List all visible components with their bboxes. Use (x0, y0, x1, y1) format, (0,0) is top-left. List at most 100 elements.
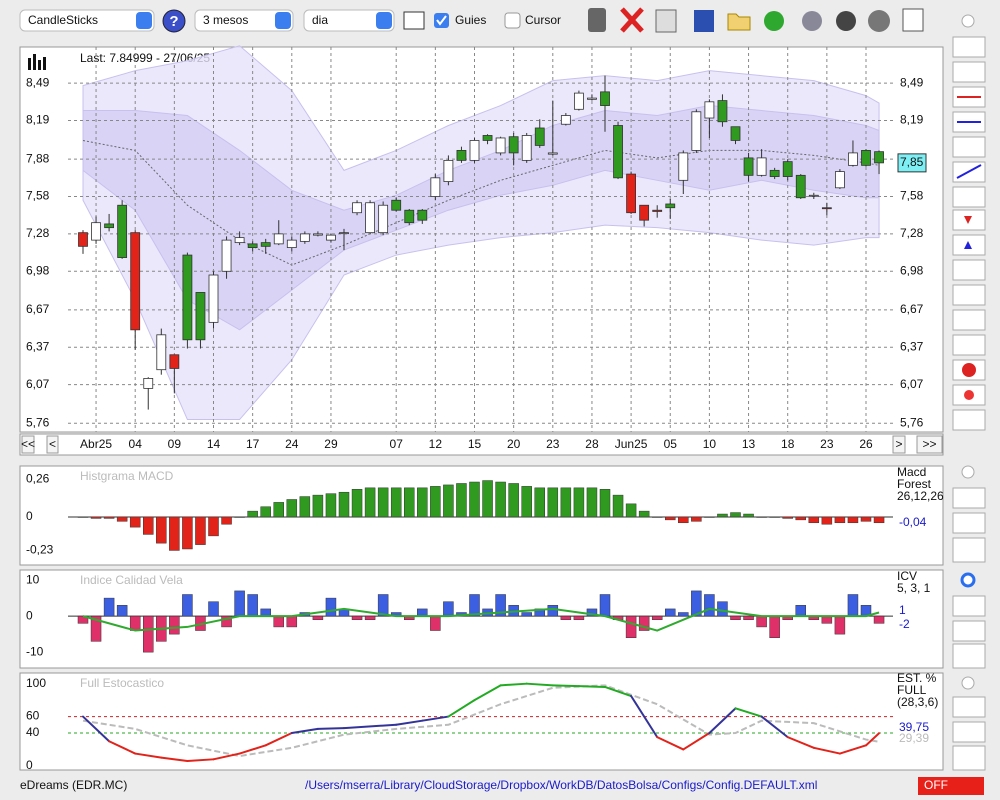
x-tick-label: 12 (429, 437, 443, 451)
candle-body (874, 151, 884, 164)
panel-tool[interactable] (952, 512, 986, 534)
panel-tool[interactable] (952, 620, 986, 642)
calendar-icon[interactable] (902, 8, 924, 32)
chart-type-select[interactable] (19, 9, 155, 32)
bar (364, 487, 376, 518)
icv-legend: ICV (897, 569, 917, 583)
radio-stoch[interactable] (961, 676, 975, 690)
symbol-text: eDreams (EDR.MC) (20, 778, 127, 792)
bar (638, 615, 650, 631)
window-icon[interactable] (403, 11, 425, 30)
stoch-k-segment (630, 695, 659, 739)
nav-button[interactable] (21, 435, 35, 454)
refresh-icon[interactable] (764, 11, 784, 31)
period-select[interactable] (194, 9, 294, 32)
signal-line (82, 607, 880, 632)
candle-body (808, 194, 819, 197)
macd-last: -0,04 (899, 515, 927, 529)
percent-tool[interactable] (952, 334, 986, 356)
bar (860, 516, 872, 522)
radio-macd[interactable] (961, 465, 975, 479)
candle-body (600, 91, 610, 106)
fib-tool[interactable] (952, 186, 986, 208)
bar (390, 487, 402, 518)
candle-body (626, 173, 636, 214)
clear-icon[interactable] (655, 9, 677, 33)
y-tick-label: 7,28 (26, 226, 50, 240)
candle-body (795, 174, 806, 199)
nav-button[interactable] (46, 435, 59, 454)
bar (573, 487, 585, 518)
nav-label: << (21, 437, 35, 451)
bar (691, 590, 702, 617)
x-tick-label: 23 (546, 437, 560, 451)
trash-icon[interactable] (588, 8, 606, 32)
candle-body (613, 125, 623, 179)
panel-tool[interactable] (952, 721, 986, 743)
candle-body (743, 157, 754, 176)
settings-icon[interactable] (868, 10, 890, 32)
panel-tool[interactable] (952, 595, 986, 617)
candle-body (782, 161, 793, 177)
help-button[interactable] (162, 9, 186, 33)
nav-button[interactable] (916, 435, 943, 454)
sync-icon[interactable] (802, 11, 822, 31)
currency-icon[interactable] (836, 11, 856, 31)
stoch-k-segment (734, 707, 763, 718)
bar (116, 516, 128, 522)
y-tick-label: 40 (26, 725, 40, 739)
candle-body (756, 157, 767, 176)
bar (129, 516, 141, 528)
panel-title: Histgrama MACD (80, 469, 174, 483)
swap-tool[interactable] (952, 409, 986, 431)
bar (351, 489, 363, 518)
interval-select[interactable] (303, 9, 395, 32)
open-icon[interactable] (727, 13, 751, 31)
panel-tool[interactable] (952, 537, 986, 563)
nav-label: > (895, 437, 902, 451)
save-icon[interactable] (694, 10, 714, 32)
candle-body (508, 136, 519, 154)
panel-tool[interactable] (952, 643, 986, 669)
scale-tool[interactable] (952, 309, 986, 331)
x-tick-label: 15 (468, 437, 482, 451)
zoom-tool[interactable] (952, 36, 986, 58)
select-arrow (275, 12, 291, 29)
candle-body (247, 243, 258, 248)
y-tick-label-right: 6,07 (900, 377, 924, 391)
bar (691, 516, 702, 522)
stoch-k-segment (760, 715, 789, 739)
y-tick-label-right: 6,67 (900, 302, 924, 316)
indicator-tool[interactable] (952, 61, 986, 83)
panel-tool[interactable] (952, 487, 986, 509)
grid-tool[interactable] (952, 284, 986, 306)
delete-icon[interactable] (620, 7, 644, 33)
panel-tool[interactable] (952, 745, 986, 771)
cursor-checkbox[interactable] (504, 12, 521, 29)
stoch-k-last: 39,75 (899, 720, 929, 734)
mode-button[interactable] (918, 777, 984, 795)
stoch-k-segment (264, 732, 293, 747)
bar (730, 512, 741, 518)
bar (156, 516, 167, 544)
last-price-label: 7,85 (900, 155, 924, 169)
panel-tool[interactable] (952, 696, 986, 718)
x-tick-label: 20 (507, 437, 521, 451)
y-tick-label: -10 (26, 644, 44, 658)
icv-last: -2 (899, 617, 910, 631)
bar (521, 486, 532, 518)
channel-tool[interactable] (952, 136, 986, 158)
bar (599, 594, 611, 617)
bar (821, 516, 833, 525)
radio-icv[interactable] (960, 572, 976, 588)
panel-title: Indice Calidad Vela (80, 573, 183, 587)
candle-body (273, 233, 284, 245)
config-path[interactable]: /Users/mserra/Library/CloudStorage/Dropb… (305, 778, 817, 792)
signals-tool[interactable] (952, 259, 986, 281)
bar (208, 601, 219, 617)
nav-button[interactable] (892, 435, 906, 454)
select-arrow (376, 12, 392, 29)
x-tick-label: 05 (664, 437, 678, 451)
candle-body (443, 159, 454, 182)
radio-main[interactable] (961, 14, 975, 28)
